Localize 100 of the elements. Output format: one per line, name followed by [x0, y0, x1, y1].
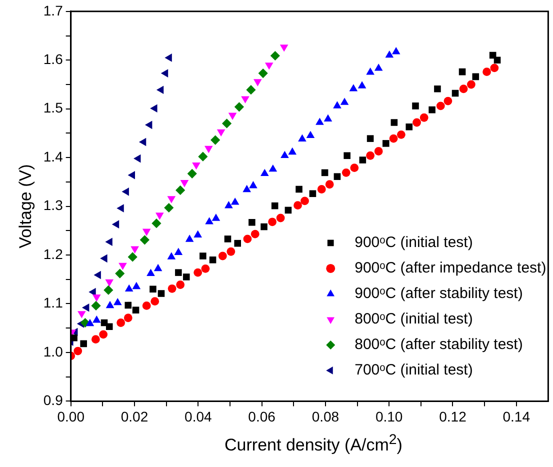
- point: [366, 151, 375, 160]
- point: [258, 68, 268, 78]
- point: [374, 64, 383, 71]
- point: [412, 118, 421, 127]
- point: [122, 188, 129, 196]
- point: [276, 214, 285, 222]
- point: [175, 269, 182, 276]
- point: [112, 220, 120, 228]
- point: [230, 198, 240, 205]
- point: [92, 316, 101, 323]
- legend-label: 800ᵒC (initial test): [354, 310, 473, 328]
- point: [168, 284, 176, 293]
- point: [309, 190, 316, 198]
- legend-label: 900ᵒC (after impedance test): [354, 260, 546, 277]
- point: [300, 196, 309, 206]
- point: [201, 264, 210, 273]
- point: [138, 138, 146, 146]
- point: [212, 214, 220, 221]
- point: [482, 68, 491, 76]
- point: [216, 129, 226, 137]
- point: [349, 84, 358, 92]
- point: [116, 318, 126, 327]
- y-axis-title: Voltage (V): [16, 164, 35, 248]
- point: [134, 154, 141, 163]
- point: [254, 79, 262, 86]
- point: [118, 262, 127, 270]
- point: [334, 173, 341, 180]
- point: [270, 50, 280, 61]
- point: [340, 98, 349, 105]
- point: [115, 268, 125, 278]
- point: [306, 130, 315, 138]
- y-tick-label: 1.6: [43, 50, 64, 67]
- point: [132, 282, 141, 290]
- point: [280, 150, 289, 158]
- legend-label: 800ᵒC (after stability test): [354, 336, 523, 354]
- point: [316, 118, 324, 125]
- y-tick-label: 1.1: [43, 294, 64, 311]
- point: [452, 90, 459, 97]
- x-axis-title: Current density (A/cm$^{2}$): [224, 432, 404, 456]
- x-tick-label: 0.06: [248, 408, 276, 424]
- point: [86, 318, 94, 326]
- point: [106, 323, 113, 330]
- point: [82, 303, 90, 312]
- y-tick-label: 1.3: [43, 197, 64, 214]
- point: [164, 202, 174, 213]
- point: [298, 134, 306, 142]
- x-tick-label: 0.12: [439, 408, 467, 424]
- point: [382, 140, 390, 147]
- point: [268, 164, 278, 172]
- legend-label: 700ᵒC (initial test): [354, 362, 473, 379]
- point: [124, 302, 132, 309]
- point: [106, 300, 114, 308]
- point: [218, 252, 227, 260]
- point: [260, 223, 268, 230]
- point: [222, 118, 232, 128]
- point: [74, 346, 82, 356]
- point: [458, 68, 466, 76]
- point: [92, 294, 101, 302]
- point: [192, 162, 200, 170]
- point: [124, 314, 132, 322]
- point: [150, 104, 158, 113]
- point: [246, 85, 256, 95]
- point: [164, 54, 172, 62]
- point: [366, 135, 374, 142]
- point: [224, 236, 232, 242]
- point: [113, 298, 122, 306]
- y-tick-label: 1.4: [43, 148, 64, 164]
- point: [350, 164, 359, 172]
- point: [317, 185, 326, 194]
- x-tick-label: 0.04: [184, 408, 212, 424]
- point: [243, 234, 252, 244]
- point: [116, 204, 124, 212]
- point: [325, 180, 334, 189]
- point: [91, 335, 100, 344]
- point: [490, 64, 499, 72]
- point: [198, 152, 208, 162]
- point: [228, 112, 237, 120]
- x-tick-label: 0.14: [502, 408, 530, 424]
- point: [132, 306, 140, 314]
- point: [344, 152, 350, 160]
- x-tick-label: 0.00: [57, 408, 85, 424]
- point: [242, 184, 251, 192]
- point: [434, 85, 441, 92]
- point: [268, 218, 276, 226]
- point: [390, 119, 398, 126]
- point: [94, 270, 101, 280]
- point: [224, 201, 233, 208]
- point: [152, 218, 162, 228]
- point: [333, 101, 342, 108]
- point: [226, 247, 236, 256]
- point: [182, 274, 190, 280]
- y-tick-label: 1.0: [43, 343, 64, 360]
- point: [124, 284, 134, 292]
- point: [288, 147, 297, 155]
- point: [187, 168, 197, 178]
- point: [167, 196, 176, 204]
- point: [204, 146, 213, 154]
- point: [140, 235, 150, 245]
- point: [176, 185, 186, 196]
- y-tick-label: 1.2: [43, 246, 64, 262]
